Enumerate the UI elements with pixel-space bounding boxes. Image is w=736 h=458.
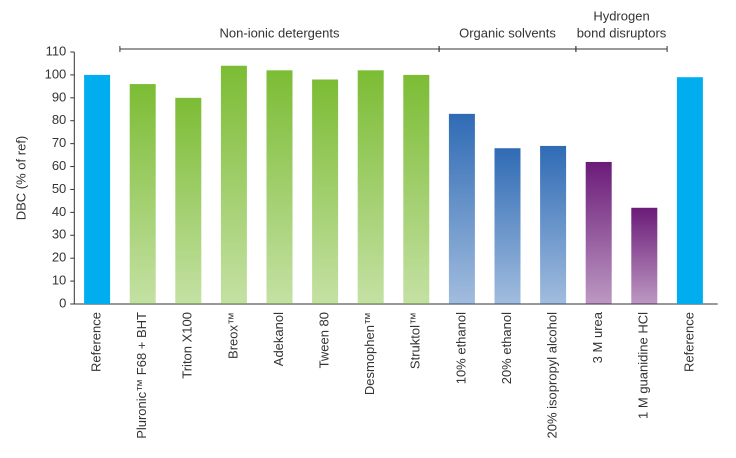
bar — [448, 113, 475, 304]
y-tick-label: 70 — [52, 135, 66, 150]
x-tick-label: Adekanol — [271, 312, 286, 366]
bar — [312, 79, 339, 304]
x-tick-label: Tween 80 — [317, 312, 332, 368]
bar — [631, 207, 658, 304]
x-tick-label: Desmophen™ — [362, 312, 377, 395]
y-tick-label: 110 — [46, 43, 67, 58]
x-tick-label: 3 M urea — [590, 311, 605, 363]
y-tick-label: 100 — [45, 66, 67, 81]
bar — [357, 70, 384, 304]
y-tick-label: 20 — [52, 250, 66, 265]
y-tick-label: 10 — [52, 273, 66, 288]
bar — [540, 145, 567, 304]
y-tick-label: 80 — [52, 112, 66, 127]
bar — [175, 97, 202, 305]
y-tick-label: 40 — [52, 204, 66, 219]
group-label: Hydrogen — [593, 8, 649, 23]
group-label: Organic solvents — [459, 25, 556, 40]
x-tick-label: Reference — [89, 312, 104, 372]
y-axis-label: DBC (% of ref) — [13, 136, 28, 221]
bar — [129, 84, 156, 304]
x-tick-label: Pluronic™ F68 + BHT — [134, 312, 149, 439]
bar — [403, 74, 430, 304]
bar — [84, 74, 111, 304]
x-tick-label: 20% isopropyl alcohol — [545, 312, 560, 439]
bar — [676, 77, 703, 304]
y-tick-label: 50 — [52, 181, 66, 196]
x-tick-label: 20% ethanol — [499, 312, 514, 384]
x-tick-label: 10% ethanol — [453, 312, 468, 384]
bar — [585, 161, 612, 304]
y-tick-label: 90 — [52, 89, 66, 104]
x-tick-label: Triton X100 — [180, 312, 195, 379]
x-tick-label: Struktol™ — [408, 312, 423, 369]
bar — [494, 148, 521, 304]
y-tick-label: 30 — [52, 227, 66, 242]
bar — [266, 70, 293, 304]
x-tick-label: 1 M guanidine HCl — [636, 312, 651, 419]
group-label: bond disruptors — [577, 25, 667, 40]
y-tick-label: 0 — [59, 295, 66, 310]
x-tick-label: Reference — [681, 312, 696, 372]
group-label: Non-ionic detergents — [220, 25, 340, 40]
x-tick-label: Breox™ — [225, 312, 240, 359]
y-tick-label: 60 — [52, 158, 66, 173]
bar — [220, 65, 247, 304]
